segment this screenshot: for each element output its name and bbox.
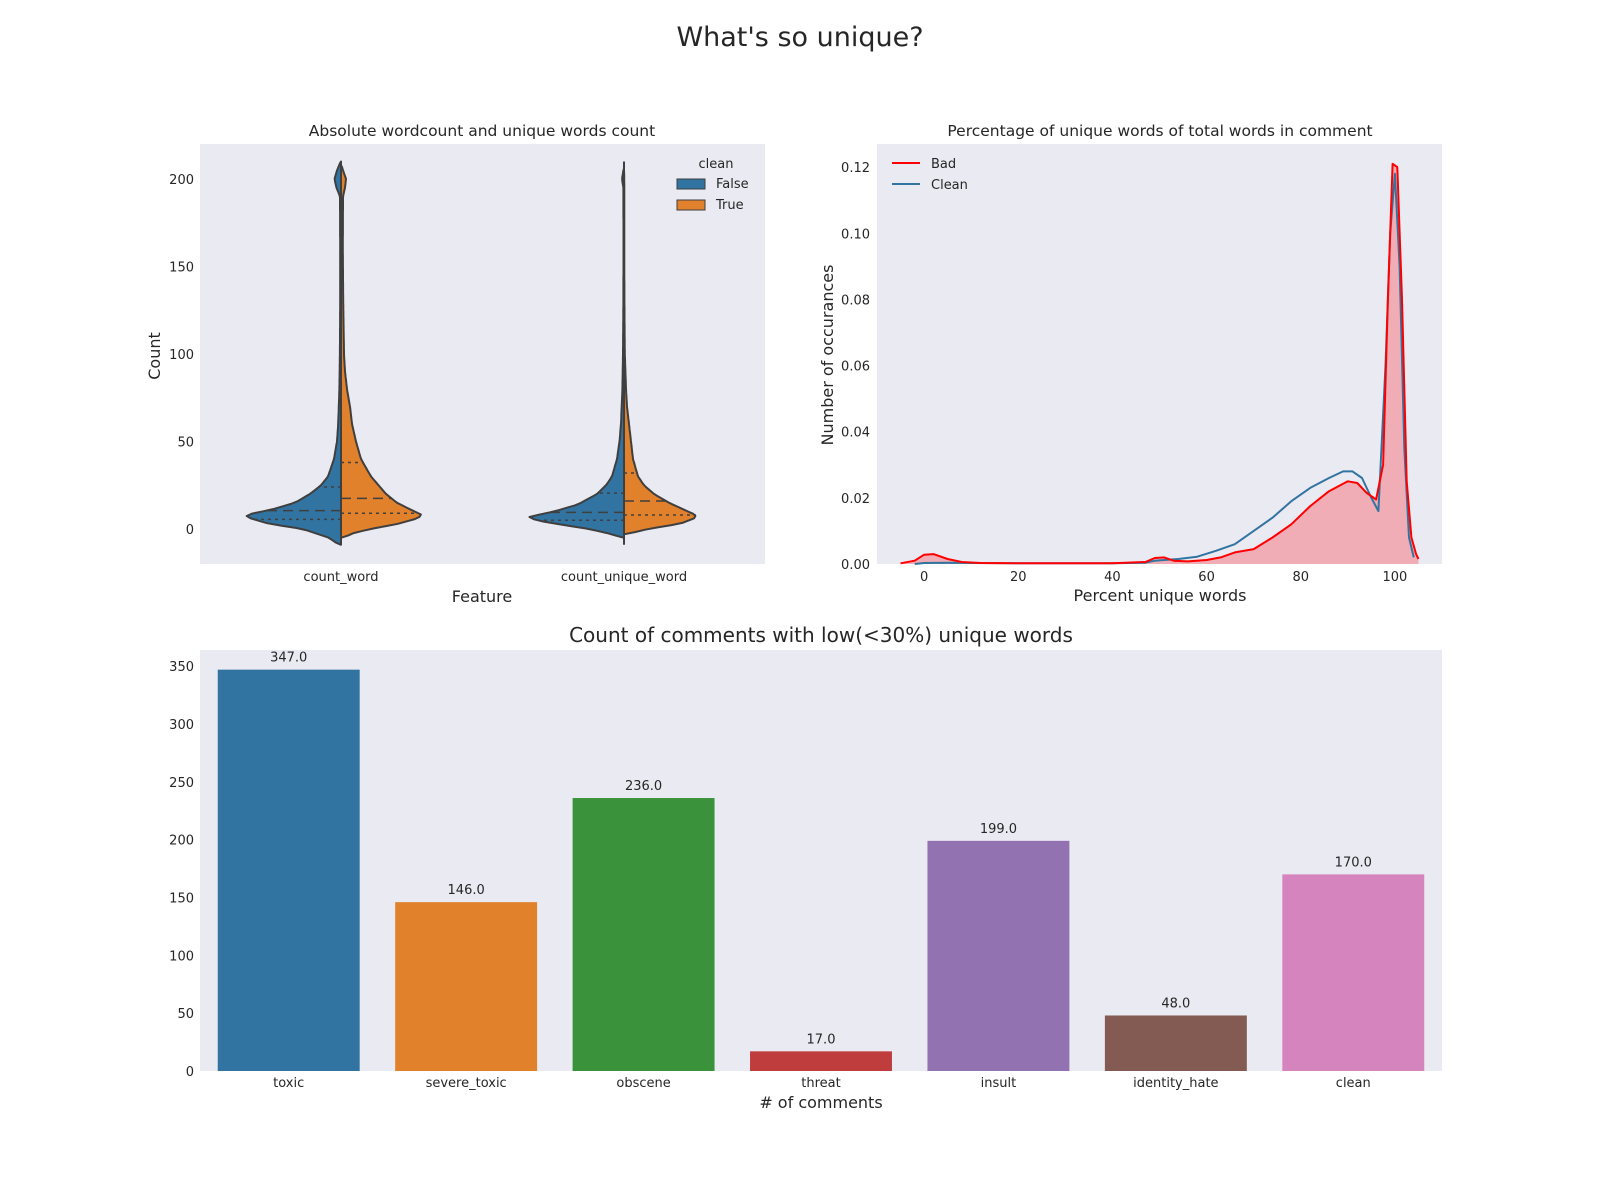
kde-xtick-label: 60 — [1198, 570, 1215, 585]
bar-title: Count of comments with low(<30%) unique … — [569, 623, 1073, 647]
violin-title: Absolute wordcount and unique words coun… — [309, 122, 655, 140]
kde-legend: Bad Clean — [892, 157, 968, 193]
bar-value-label: 48.0 — [1161, 996, 1190, 1011]
bar-ytick-label: 350 — [169, 660, 194, 675]
bar-chart: Count of comments with low(<30%) unique … — [169, 623, 1442, 1112]
kde-xtick-label: 40 — [1104, 570, 1121, 585]
violin-ytick-label: 100 — [169, 348, 194, 363]
kde-ytick-label: 0.06 — [841, 360, 870, 375]
kde-line-bad — [900, 162, 1420, 565]
violin-xlabel: Feature — [452, 587, 512, 606]
legend-label-clean: Clean — [931, 178, 968, 193]
kde-xtick-label: 80 — [1292, 570, 1309, 585]
kde-chart: Percentage of unique words of total word… — [818, 122, 1442, 605]
bar-xtick-label: toxic — [273, 1076, 304, 1091]
violin-ytick-label: 150 — [169, 261, 194, 276]
bar-ytick-label: 100 — [169, 949, 194, 964]
violin-bodies — [245, 160, 697, 546]
bar-clean — [1282, 874, 1425, 1071]
kde-ytick-label: 0.02 — [841, 492, 870, 507]
bar-value-label: 199.0 — [980, 822, 1017, 837]
bar-value-label: 347.0 — [270, 651, 307, 666]
kde-yticks: 0.00 0.02 0.04 0.06 0.08 0.10 0.12 — [841, 161, 870, 573]
violin-ylabel: Count — [145, 332, 164, 380]
bar-xtick-label: obscene — [616, 1076, 670, 1091]
kde-xtick-label: 100 — [1383, 570, 1408, 585]
kde-title: Percentage of unique words of total word… — [947, 122, 1372, 140]
bar-identity_hate — [1104, 1015, 1247, 1071]
bar-xtick-label: insult — [981, 1076, 1017, 1091]
bar-value-label: 146.0 — [448, 883, 485, 898]
bar-xtick-label: severe_toxic — [426, 1076, 507, 1091]
figure-suptitle: What's so unique? — [676, 22, 923, 53]
bar-ytick-label: 250 — [169, 776, 194, 791]
bar-value-labels: 347.0 146.0 236.0 17.0 199.0 48.0 170.0 — [270, 651, 1372, 1048]
bar-xtick-label: identity_hate — [1133, 1076, 1218, 1091]
violin-ytick-label: 200 — [169, 173, 194, 188]
violin-legend: clean False True — [676, 157, 749, 213]
legend-swatch-true — [676, 199, 706, 211]
kde-xticks: 0 20 40 60 80 100 — [920, 570, 1407, 585]
kde-ytick-label: 0.00 — [841, 558, 870, 573]
bar-ytick-label: 50 — [177, 1007, 194, 1022]
kde-ytick-label: 0.08 — [841, 293, 870, 308]
violin-legend-title: clean — [699, 157, 734, 172]
bar-xtick-label: threat — [801, 1076, 840, 1091]
violin-chart: Absolute wordcount and unique words coun… — [145, 122, 765, 606]
kde-ylabel: Number of occurances — [818, 265, 837, 446]
bar-toxic — [217, 669, 360, 1071]
bar-value-label: 170.0 — [1335, 855, 1372, 870]
legend-label-false: False — [716, 177, 749, 192]
kde-ytick-label: 0.12 — [841, 161, 870, 176]
kde-xtick-label: 20 — [1010, 570, 1027, 585]
violin-half-true-count_word — [340, 164, 422, 539]
bar-xtick-label: clean — [1336, 1076, 1371, 1091]
bar-ytick-label: 150 — [169, 892, 194, 907]
bar-value-label: 236.0 — [625, 779, 662, 794]
kde-lines — [900, 162, 1420, 565]
bar-xlabel: # of comments — [759, 1093, 882, 1112]
legend-swatch-false — [676, 178, 706, 190]
violin-xtick-label: count_word — [303, 570, 378, 585]
violin-yticks: 0 50 100 150 200 — [169, 173, 194, 538]
bar-severe_toxic — [395, 902, 538, 1071]
violin-ytick-label: 50 — [177, 436, 194, 451]
kde-xlabel: Percent unique words — [1074, 586, 1247, 605]
bar-yticks: 0 50 100 150 200 250 300 350 — [169, 660, 194, 1080]
bar-ytick-label: 300 — [169, 718, 194, 733]
kde-fill-bad — [900, 163, 1419, 565]
bar-xticks: toxic severe_toxic obscene threat insult iden… — [273, 1076, 1371, 1091]
violin-xticks: count_word count_unique_word — [303, 570, 687, 585]
violin-plot-area — [200, 144, 765, 564]
bar-obscene — [572, 798, 715, 1071]
legend-label-bad: Bad — [931, 157, 956, 172]
kde-ytick-label: 0.10 — [841, 227, 870, 242]
bar-insult — [927, 840, 1070, 1071]
violin-xtick-label: count_unique_word — [561, 570, 687, 585]
bar-threat — [750, 1051, 892, 1071]
bar-ytick-label: 200 — [169, 834, 194, 849]
bar-value-label: 17.0 — [807, 1032, 836, 1047]
legend-label-true: True — [715, 198, 744, 213]
bar-ytick-label: 0 — [186, 1065, 194, 1080]
bar-marks — [217, 669, 1425, 1071]
bar-plot-area — [200, 650, 1442, 1071]
kde-ytick-label: 0.04 — [841, 426, 870, 441]
kde-xtick-label: 0 — [920, 570, 928, 585]
violin-ytick-label: 0 — [186, 523, 194, 538]
